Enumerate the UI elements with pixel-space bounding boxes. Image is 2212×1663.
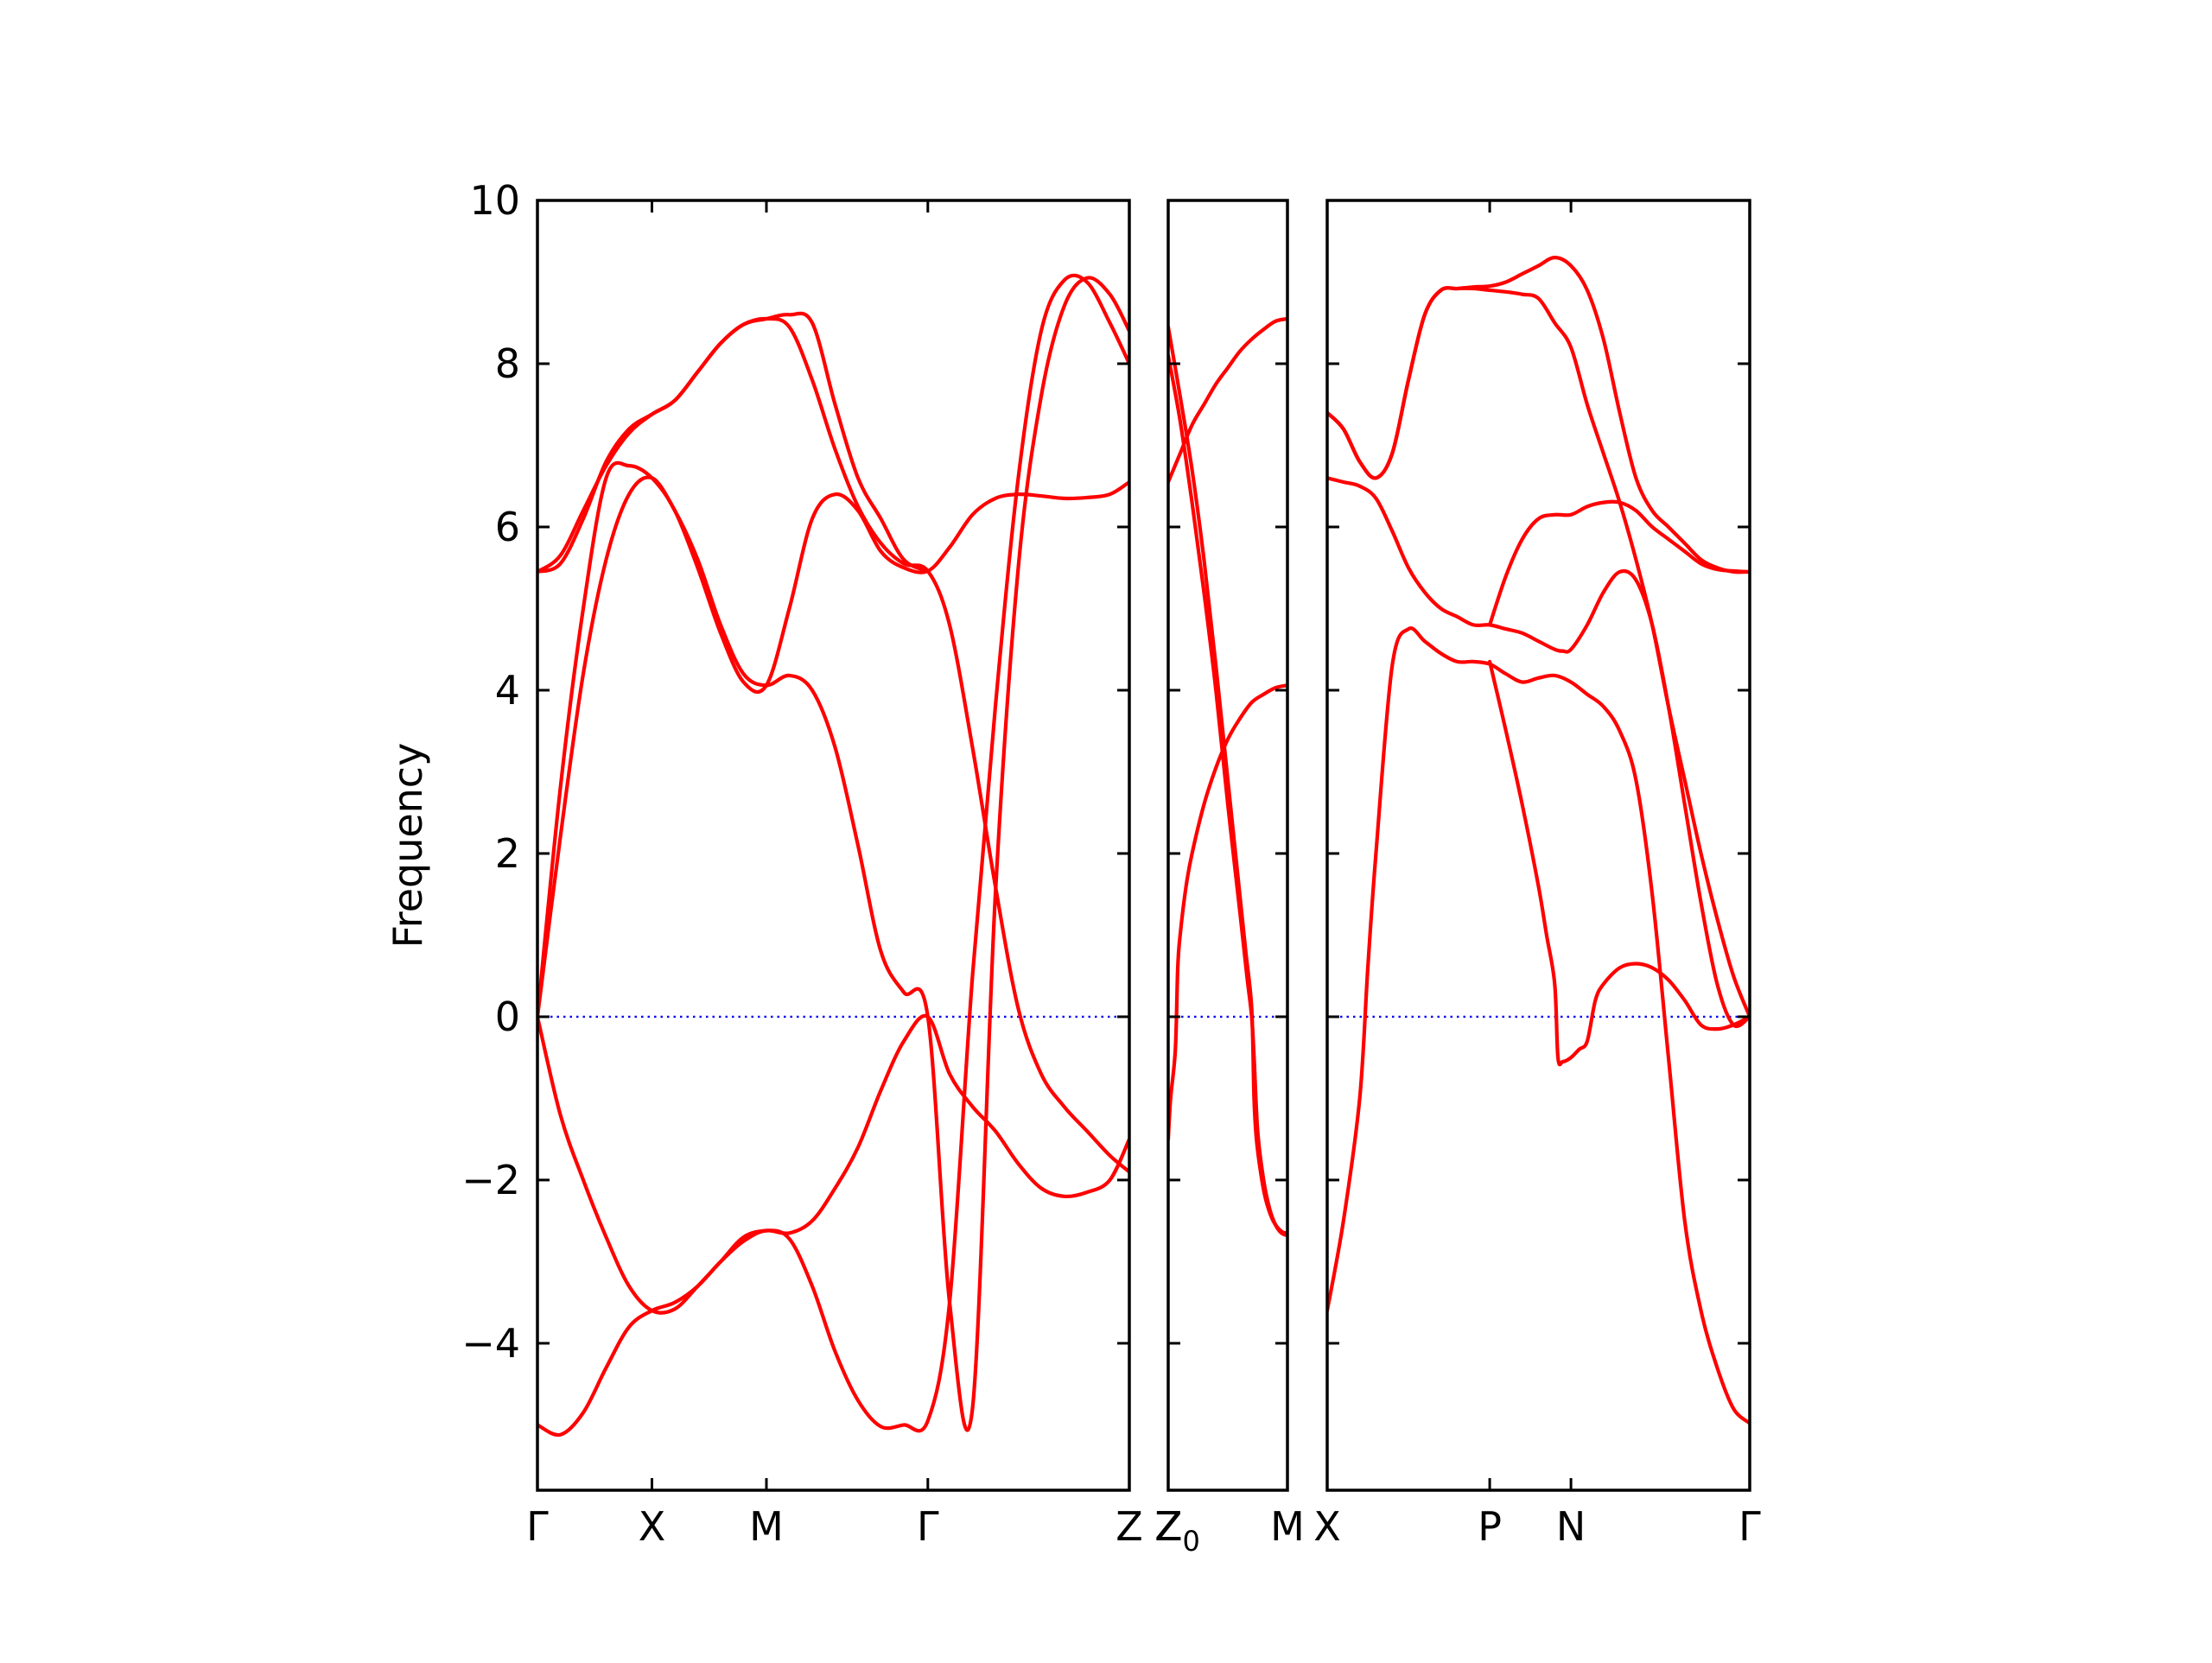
band-line: [1327, 256, 1750, 574]
x-axis: Γ X M Γ Z Z MZ0 X P N Γ: [526, 1503, 1761, 1558]
band-line: [537, 276, 1129, 1432]
y-tick-label: 10: [469, 177, 520, 224]
band-group: [537, 273, 1129, 1438]
y-axis-label: Frequency: [385, 743, 431, 949]
band-group: [1168, 316, 1287, 1238]
band-line: [1327, 476, 1750, 1028]
band-group: [1327, 256, 1750, 1425]
y-tick-label: 6: [495, 504, 520, 550]
x-tick-label: P: [1478, 1503, 1502, 1550]
x-tick-label-subscripted: Z0: [1155, 1503, 1200, 1558]
y-axis: −4 −2 0 2 4 6 8 10: [461, 177, 520, 1367]
band-line: [1168, 353, 1287, 1238]
band-line: [537, 1013, 1129, 1315]
x-tick-label: N: [1556, 1503, 1586, 1550]
x-tick-label: M: [749, 1503, 784, 1550]
panel-3: [1325, 199, 1751, 1492]
band-line: [1327, 286, 1750, 1019]
x-tick-label: X: [639, 1503, 666, 1550]
x-tick-label: Z: [1154, 1503, 1182, 1550]
y-tick-label: −2: [461, 1157, 520, 1203]
y-tick-label: 4: [495, 667, 520, 714]
x-tick-label: Γ: [1738, 1503, 1761, 1550]
x-tick-label: Z: [1116, 1503, 1143, 1550]
x-tick-label: Γ: [917, 1503, 939, 1550]
panel-2: [1166, 199, 1289, 1492]
x-tick-label: X: [1313, 1503, 1341, 1550]
band-line: [537, 460, 1129, 1019]
band-line: [1487, 499, 1750, 627]
panel-frame: [1325, 199, 1751, 1492]
y-tick-label: 8: [495, 340, 520, 387]
y-tick-label: 0: [495, 993, 520, 1040]
plot-area: [536, 199, 1751, 1492]
y-tick-label: −4: [461, 1320, 520, 1367]
panel-1: [536, 199, 1131, 1492]
band-line: [1327, 626, 1750, 1425]
band-line: [1487, 659, 1750, 1067]
panel-frame: [536, 199, 1131, 1492]
band-line: [1168, 683, 1287, 1141]
x-tick-label: Γ: [526, 1503, 549, 1550]
band-line: [537, 311, 930, 574]
x-tick-label: M: [1270, 1503, 1305, 1550]
panel-frame: [1166, 199, 1289, 1492]
band-line: [1168, 316, 1287, 485]
y-tick-label: 2: [495, 830, 520, 877]
